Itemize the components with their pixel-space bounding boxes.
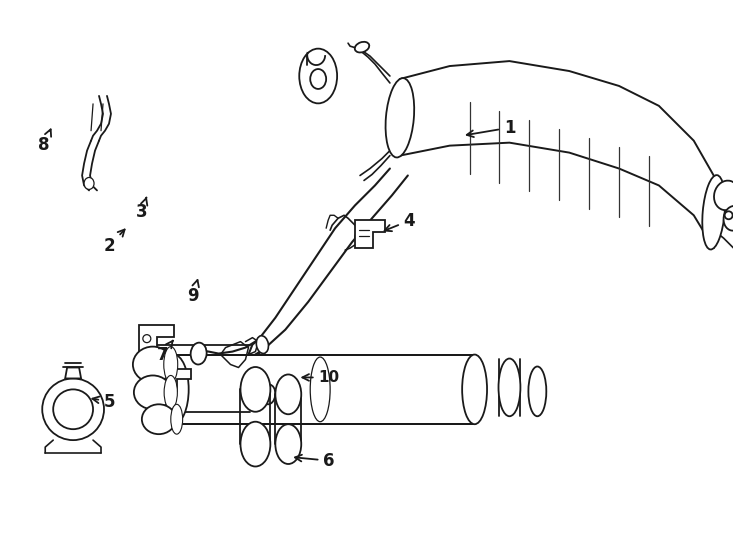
Polygon shape [139, 325, 174, 353]
Ellipse shape [143, 335, 150, 342]
Ellipse shape [355, 232, 365, 244]
Ellipse shape [724, 206, 734, 231]
Ellipse shape [385, 78, 414, 158]
Ellipse shape [142, 404, 175, 434]
Ellipse shape [241, 367, 270, 412]
Ellipse shape [164, 375, 178, 409]
Polygon shape [163, 369, 191, 392]
Text: 7: 7 [156, 341, 172, 364]
Ellipse shape [241, 422, 270, 467]
Text: 6: 6 [295, 452, 335, 470]
Ellipse shape [164, 347, 178, 382]
Ellipse shape [256, 336, 269, 354]
Ellipse shape [299, 49, 337, 103]
Ellipse shape [171, 404, 183, 434]
Ellipse shape [84, 178, 94, 190]
Ellipse shape [462, 355, 487, 424]
Ellipse shape [159, 355, 189, 424]
Text: 5: 5 [92, 393, 115, 410]
Text: 4: 4 [385, 212, 415, 231]
Ellipse shape [191, 343, 207, 364]
Ellipse shape [310, 69, 326, 89]
Ellipse shape [53, 389, 93, 429]
Text: 2: 2 [103, 230, 125, 255]
Ellipse shape [43, 379, 104, 440]
Ellipse shape [275, 424, 301, 464]
Text: 3: 3 [136, 198, 148, 221]
Ellipse shape [275, 374, 301, 414]
Polygon shape [65, 368, 81, 379]
Ellipse shape [498, 359, 520, 416]
Text: 8: 8 [38, 130, 51, 154]
Text: 10: 10 [302, 370, 340, 385]
Ellipse shape [355, 42, 369, 52]
Ellipse shape [714, 180, 734, 210]
Text: 1: 1 [467, 119, 515, 137]
Ellipse shape [702, 175, 725, 249]
Ellipse shape [133, 347, 172, 382]
Ellipse shape [724, 211, 733, 219]
Ellipse shape [528, 367, 546, 416]
Ellipse shape [310, 357, 330, 422]
Ellipse shape [134, 375, 172, 409]
Text: 9: 9 [187, 280, 199, 305]
Ellipse shape [261, 384, 275, 404]
Polygon shape [355, 220, 385, 248]
Polygon shape [174, 355, 475, 424]
